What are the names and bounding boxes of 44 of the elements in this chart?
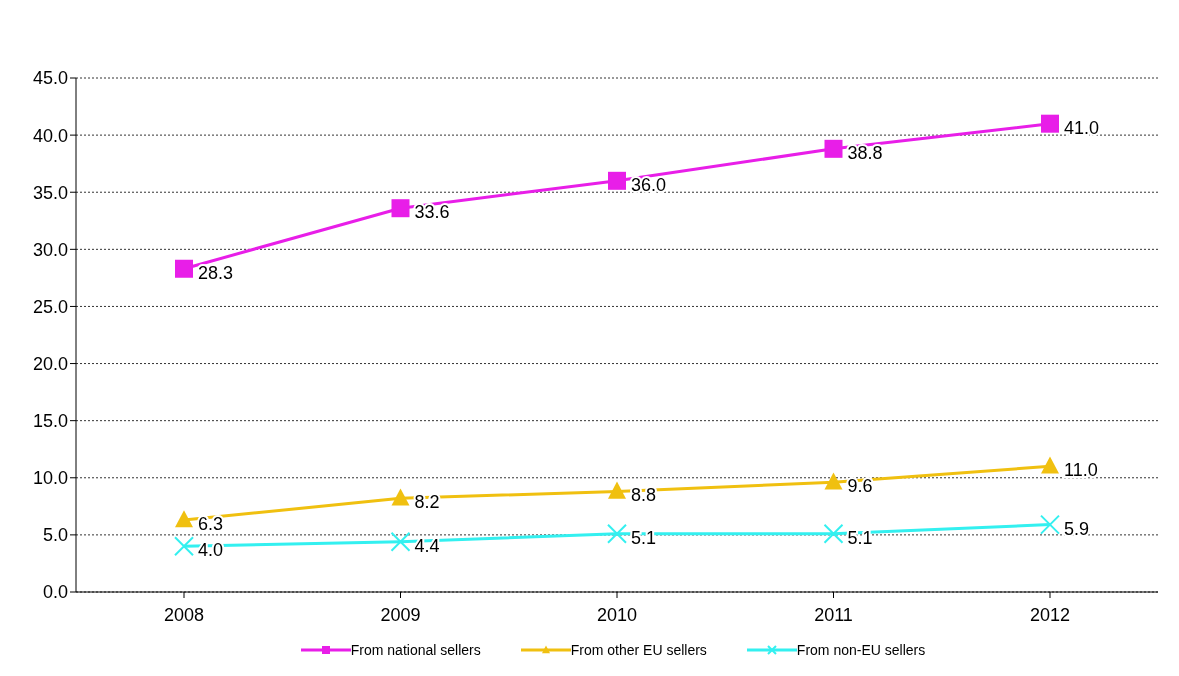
point	[390, 531, 411, 552]
y-tick-label: 45.0	[32, 68, 68, 89]
data-label: 5.9	[1064, 518, 1090, 539]
data-label: 6.3	[198, 514, 224, 535]
y-tick-label: 5.0	[42, 525, 68, 546]
x-tick-label: 2012	[1029, 604, 1071, 625]
point	[1041, 456, 1059, 474]
legend-label: From non-EU sellers	[796, 642, 926, 658]
data-label: 38.8	[847, 142, 883, 163]
point	[607, 523, 627, 544]
point	[175, 259, 193, 278]
legend-label: From other EU sellers	[570, 642, 707, 658]
point	[391, 199, 410, 218]
point	[1041, 114, 1059, 133]
data-label: 36.0	[631, 174, 667, 195]
data-label: 5.1	[847, 527, 873, 548]
x-tick-label: 2011	[814, 604, 853, 625]
point	[608, 481, 626, 499]
y-tick-label: 30.0	[32, 239, 68, 260]
y-tick-label: 15.0	[32, 411, 68, 432]
point	[174, 536, 194, 557]
point	[391, 488, 410, 506]
data-label: 4.4	[414, 535, 440, 556]
point	[1040, 514, 1060, 535]
point	[608, 171, 626, 190]
y-tick-label: 35.0	[32, 182, 68, 203]
data-label: 9.6	[847, 476, 873, 497]
point	[823, 523, 844, 544]
data-label: 11.0	[1064, 460, 1098, 481]
data-label: 28.3	[198, 262, 234, 283]
x-tick-label: 2008	[163, 604, 205, 625]
data-label: 41.0	[1064, 117, 1100, 138]
x-tick-label: 2009	[380, 604, 421, 625]
point	[824, 472, 843, 490]
data-label: 33.6	[414, 202, 450, 223]
y-tick-label: 0.0	[42, 582, 68, 603]
x-tick-label: 2010	[596, 604, 638, 625]
legend-label: From national sellers	[350, 642, 481, 658]
y-tick-label: 20.0	[32, 353, 68, 374]
point	[175, 510, 193, 528]
y-tick-label: 25.0	[32, 296, 68, 317]
y-tick-label: 10.0	[32, 468, 68, 489]
point	[824, 139, 843, 158]
y-tick-label: 40.0	[32, 125, 68, 146]
